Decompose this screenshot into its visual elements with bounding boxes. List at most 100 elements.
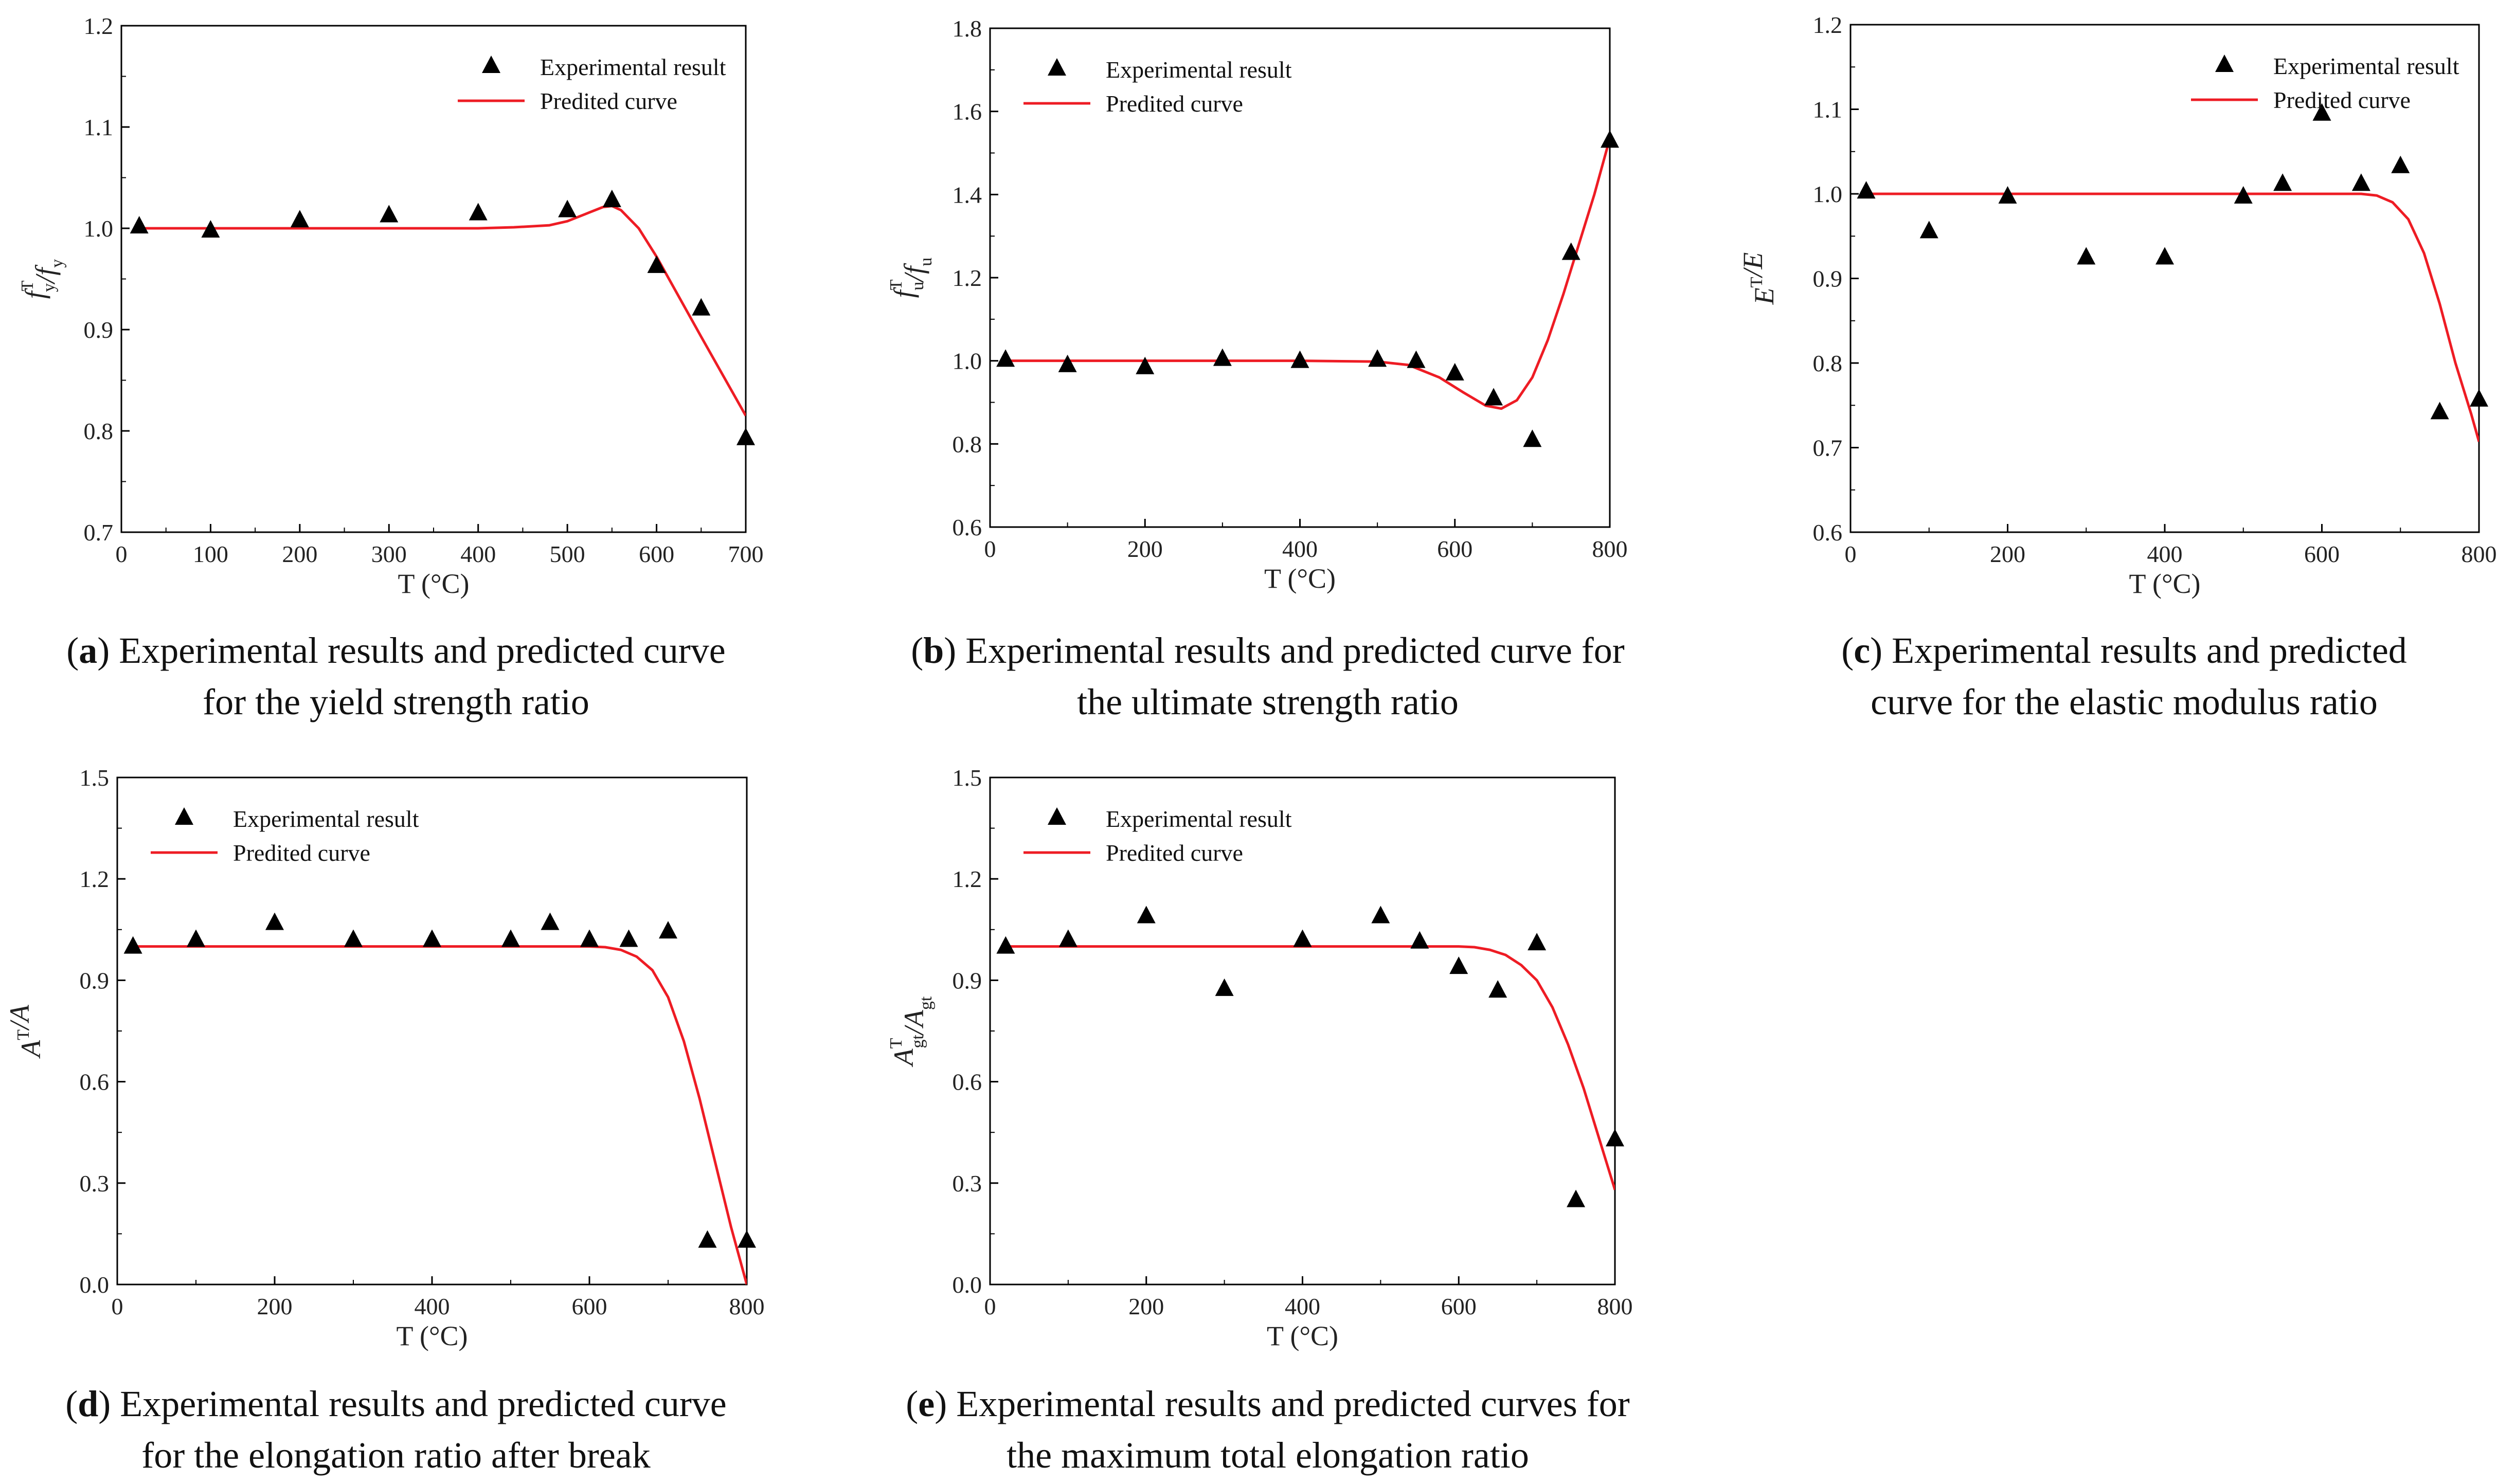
data-point (1290, 350, 1309, 368)
data-point (647, 255, 666, 273)
data-point (1919, 221, 1938, 239)
data-point (692, 298, 711, 316)
data-point (2430, 402, 2449, 420)
data-point (996, 936, 1015, 954)
data-point (1561, 242, 1580, 260)
y-tick-label: 0.0 (80, 1272, 110, 1298)
caption-a: (a) Experimental results and predicted c… (66, 630, 726, 722)
y-tick-label: 0.3 (953, 1170, 982, 1197)
legend: Experimental result Predited curve (151, 806, 419, 866)
data-point (996, 349, 1015, 367)
data-point (201, 220, 220, 238)
data-point (541, 912, 560, 930)
chart-c: 0 200 400 600 800 0.6 0.7 0.8 0.9 1.0 1.1 1.2 T (°C)… (1737, 12, 2497, 599)
data-point (469, 203, 488, 221)
x-tick-label: 800 (729, 1293, 765, 1319)
data-point (423, 929, 441, 947)
predicted-curve (1005, 138, 1610, 410)
data-point (659, 921, 677, 939)
x-tick-label: 0 (1845, 541, 1857, 567)
x-tick-label: 300 (371, 541, 407, 567)
data-point (1449, 956, 1468, 974)
legend-marker (482, 56, 500, 73)
y-tick-label: 0.9 (84, 317, 114, 343)
data-point (1407, 350, 1426, 368)
y-tick-label: 0.6 (80, 1069, 110, 1095)
x-axis-title: T (°C) (1264, 563, 1336, 594)
chart-d: 0 200 400 600 800 0.0 0.3 0.6 0.9 1.2 1.5 T (°C) AT/… (4, 765, 765, 1351)
data-point (1368, 349, 1387, 367)
legend-label-predicted: Predited curve (1106, 91, 1243, 117)
data-point (558, 200, 577, 218)
y-tick-label: 1.2 (84, 13, 114, 39)
x-tick-label: 0 (116, 541, 128, 567)
x-tick-label: 400 (460, 541, 496, 567)
data-point (2273, 173, 2292, 191)
data-point (1213, 348, 1232, 366)
x-tick-label: 400 (415, 1293, 450, 1319)
data-point (738, 1230, 756, 1248)
legend-label-predicted: Predited curve (233, 840, 370, 866)
legend-label-predicted: Predited curve (1106, 840, 1243, 866)
x-tick-label: 400 (1282, 536, 1318, 562)
data-point (380, 205, 399, 223)
x-axis-title: T (°C) (398, 568, 469, 599)
x-tick-label: 800 (1597, 1293, 1633, 1319)
data-point (2470, 389, 2488, 407)
x-tick-label: 600 (572, 1293, 607, 1319)
data-point (1523, 429, 1542, 447)
y-axis-title: fT u/fu (887, 258, 936, 298)
x-tick-label: 100 (193, 541, 228, 567)
data-point (1136, 356, 1155, 374)
data-point (1484, 388, 1503, 406)
y-axis-title: ET/E (1737, 252, 1780, 305)
caption-e: (e) Experimental results and predicted c… (906, 1383, 1630, 1476)
y-axis-title: AT gt/Agt (887, 996, 936, 1067)
y-tick-label: 0.9 (1813, 266, 1843, 292)
caption-c: (c) Experimental results and predicted cu… (1841, 630, 2407, 722)
legend-label-experimental: Experimental result (233, 806, 419, 832)
x-tick-label: 600 (1441, 1293, 1477, 1319)
data-point (1998, 186, 2017, 204)
y-tick-label: 0.9 (80, 967, 110, 993)
data-point (1601, 130, 1619, 148)
data-point (1215, 978, 1234, 996)
y-tick-label: 1.2 (1813, 12, 1843, 38)
y-tick-label: 0.0 (953, 1272, 982, 1298)
x-tick-label: 200 (1128, 1293, 1164, 1319)
data-point (2312, 103, 2331, 121)
legend-label-experimental: Experimental result (540, 54, 726, 80)
y-tick-label: 0.6 (1813, 519, 1843, 546)
data-point (130, 216, 149, 234)
data-point (1410, 931, 1429, 949)
x-tick-label: 200 (1127, 536, 1163, 562)
legend-label-experimental: Experimental result (1106, 57, 1292, 83)
y-tick-label: 0.9 (953, 967, 982, 993)
y-tick-label: 1.0 (84, 215, 114, 242)
legend-label-experimental: Experimental result (1106, 806, 1292, 832)
legend-label-experimental: Experimental result (2273, 53, 2459, 79)
data-point (2234, 186, 2253, 204)
caption-b: (b) Experimental results and predicted c… (911, 630, 1625, 722)
y-tick-label: 0.6 (953, 514, 982, 540)
data-point (1857, 181, 1876, 199)
predicted-curve (133, 945, 747, 1284)
x-tick-label: 0 (984, 1293, 996, 1319)
y-axis-title: AT/A (4, 1004, 46, 1059)
y-tick-label: 0.6 (953, 1069, 982, 1095)
y-tick-label: 0.8 (953, 431, 982, 457)
y-tick-label: 1.1 (1813, 97, 1843, 123)
data-point (1567, 1189, 1586, 1207)
data-point (580, 929, 599, 947)
data-point (187, 929, 205, 947)
x-tick-label: 400 (1285, 1293, 1320, 1319)
y-tick-label: 0.8 (1813, 350, 1843, 376)
x-axis-title: T (°C) (1267, 1320, 1338, 1351)
data-point (619, 929, 638, 947)
legend-marker (1048, 58, 1066, 76)
x-tick-label: 600 (2304, 541, 2340, 567)
predicted-curve (1866, 192, 2479, 442)
data-point (344, 929, 363, 947)
data-point (290, 210, 309, 228)
